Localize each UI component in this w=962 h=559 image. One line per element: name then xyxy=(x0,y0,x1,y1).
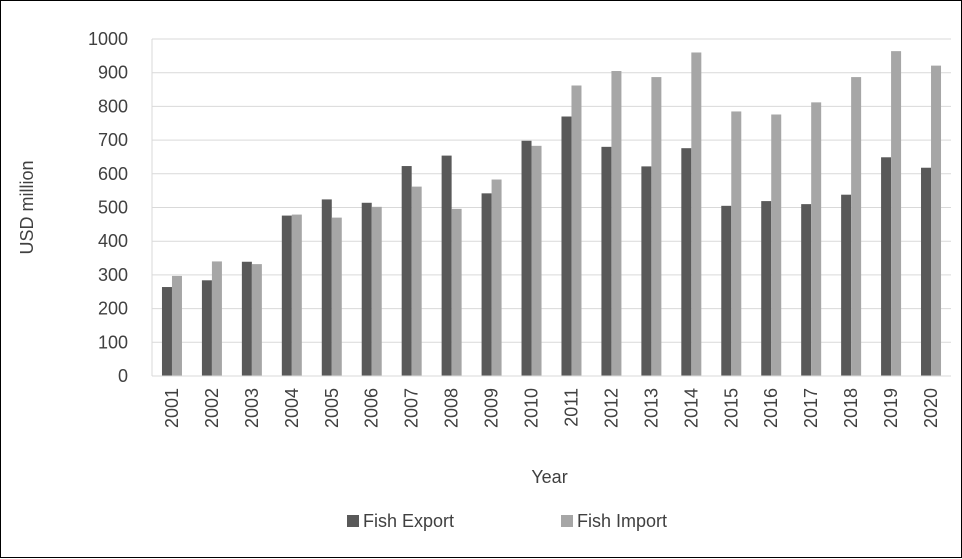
bar-fish-import-2005 xyxy=(331,217,342,376)
x-tick-label: 2018 xyxy=(841,388,861,428)
y-tick-label: 800 xyxy=(98,96,128,116)
y-tick-label: 400 xyxy=(98,231,128,251)
bar-fish-export-2001 xyxy=(161,287,172,376)
bar-fish-import-2018 xyxy=(851,77,862,377)
legend-swatch-fish-export xyxy=(347,515,359,527)
bar-fish-import-2011 xyxy=(571,85,582,377)
x-axis-title: Year xyxy=(531,467,567,487)
x-tick-label: 2016 xyxy=(761,388,781,428)
bar-fish-import-2003 xyxy=(251,264,262,376)
bar-fish-export-2003 xyxy=(241,261,252,376)
bar-fish-export-2008 xyxy=(441,155,452,376)
x-tick-label: 2013 xyxy=(641,388,661,428)
bar-fish-export-2004 xyxy=(281,215,292,376)
x-tick-label: 2001 xyxy=(162,388,182,428)
bar-fish-import-2007 xyxy=(411,186,422,376)
y-tick-label: 300 xyxy=(98,265,128,285)
gridlines xyxy=(152,38,951,343)
x-tick-label: 2019 xyxy=(881,388,901,428)
x-tick-label: 2002 xyxy=(202,388,222,428)
bar-fish-import-2009 xyxy=(491,179,502,376)
legend: Fish Export Fish Import xyxy=(347,511,667,531)
x-tick-label: 2015 xyxy=(721,388,741,428)
bar-fish-import-2015 xyxy=(731,111,742,376)
bar-fish-export-2014 xyxy=(681,148,692,376)
y-tick-label: 1000 xyxy=(88,29,128,49)
y-tick-label: 900 xyxy=(98,63,128,83)
y-tick-label: 0 xyxy=(118,366,128,386)
bar-fish-import-2001 xyxy=(171,275,182,376)
bar-fish-export-2012 xyxy=(601,146,612,376)
x-tick-labels: 2001 2002 2003 2004 2005 2006 2007 2008 2009 2010… xyxy=(162,388,941,428)
bar-fish-export-2011 xyxy=(561,116,572,376)
bar-fish-export-2005 xyxy=(321,199,332,376)
bar-fish-import-2014 xyxy=(691,52,702,376)
legend-swatch-fish-import xyxy=(561,515,573,527)
x-tick-label: 2009 xyxy=(482,388,502,428)
y-tick-labels: 0 100 200 300 400 500 600 700 800 900 1000 xyxy=(88,29,128,386)
y-axis-title: USD million xyxy=(17,160,37,254)
axes xyxy=(151,39,951,377)
y-tick-label: 100 xyxy=(98,332,128,352)
bar-fish-export-2002 xyxy=(201,280,212,376)
x-tick-label: 2003 xyxy=(242,388,262,428)
y-tick-label: 700 xyxy=(98,130,128,150)
bar-fish-import-2012 xyxy=(611,71,622,376)
x-tick-label: 2006 xyxy=(362,388,382,428)
x-tick-label: 2012 xyxy=(601,388,621,428)
bar-fish-export-2016 xyxy=(761,201,772,376)
bar-fish-import-2019 xyxy=(891,51,902,377)
bar-fish-import-2010 xyxy=(531,145,542,376)
x-tick-label: 2007 xyxy=(402,388,422,428)
x-tick-label: 2004 xyxy=(282,388,302,428)
bar-fish-import-2004 xyxy=(291,214,302,376)
bar-fish-export-2007 xyxy=(401,166,412,376)
bar-fish-export-2018 xyxy=(841,194,852,376)
y-tick-label: 600 xyxy=(98,164,128,184)
x-tick-label: 2005 xyxy=(322,388,342,428)
x-tick-label: 2020 xyxy=(921,388,941,428)
legend-label-fish-import: Fish Import xyxy=(577,511,667,531)
bar-fish-export-2020 xyxy=(921,167,932,376)
bar-fish-export-2009 xyxy=(481,193,492,376)
bar-fish-export-2015 xyxy=(721,205,732,376)
bar-fish-import-2013 xyxy=(651,77,662,377)
bar-fish-import-2017 xyxy=(811,102,822,376)
bar-fish-export-2006 xyxy=(361,202,372,376)
legend-label-fish-export: Fish Export xyxy=(363,511,454,531)
bar-fish-export-2019 xyxy=(881,157,892,376)
bar-fish-import-2006 xyxy=(371,206,382,376)
x-tick-label: 2010 xyxy=(522,388,542,428)
bar-fish-import-2008 xyxy=(451,208,462,376)
bar-fish-import-2002 xyxy=(211,261,222,376)
bar-fish-export-2013 xyxy=(641,166,652,376)
x-tick-label: 2008 xyxy=(442,388,462,428)
bar-fish-export-2010 xyxy=(521,140,532,376)
x-tick-label: 2014 xyxy=(681,388,701,428)
bars xyxy=(161,51,942,377)
bar-fish-import-2016 xyxy=(771,114,782,376)
x-tick-label: 2011 xyxy=(561,388,581,427)
y-tick-label: 200 xyxy=(98,299,128,319)
bar-fish-import-2020 xyxy=(931,65,942,377)
bar-fish-export-2017 xyxy=(801,204,812,376)
y-tick-label: 500 xyxy=(98,198,128,218)
x-tick-label: 2017 xyxy=(801,388,821,428)
